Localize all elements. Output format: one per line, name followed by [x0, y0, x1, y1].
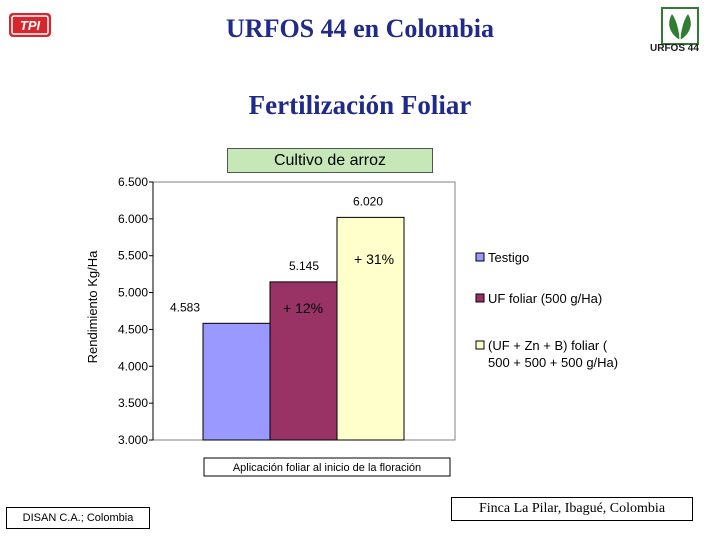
- y-tick-label: 5.000: [118, 286, 148, 300]
- urfos-logo-text: URFOS 44: [650, 43, 699, 54]
- bar-value-label: 4.583: [170, 300, 200, 314]
- legend-entry: UF foliar (500 g/Ha): [488, 291, 602, 306]
- y-tick-label: 5.500: [118, 249, 148, 263]
- y-tick-label: 6.500: [118, 175, 148, 189]
- footer-credit: DISAN C.A.; Colombia: [6, 507, 150, 529]
- urfos-logo: [661, 7, 699, 45]
- y-tick-label: 4.500: [118, 322, 148, 336]
- legend-entry-line: UF foliar (500 g/Ha): [488, 291, 602, 306]
- page-subtitle: Fertilización Foliar: [248, 90, 472, 120]
- y-axis-label: Rendimiento Kg/Ha: [85, 250, 100, 363]
- x-axis-label-box: [203, 457, 451, 477]
- page-title: URFOS 44 en Colombia: [226, 14, 494, 43]
- tpi-logo: TPI: [9, 13, 51, 37]
- y-tick-label: 6.000: [118, 212, 148, 226]
- legend-swatch: [475, 252, 485, 262]
- footer-location: Finca La Pilar, Ibagué, Colombia: [451, 497, 693, 521]
- legend-entry: (UF + Zn + B) foliar ( 500 + 500 + 500 g/…: [488, 338, 618, 370]
- legend-entry-line: (UF + Zn + B) foliar (: [488, 338, 608, 353]
- legend-entry: Testigo: [488, 250, 529, 265]
- annotation-increase-1: + 12%: [283, 300, 323, 316]
- bar-value-label: 5.145: [289, 259, 319, 273]
- bar: [269, 281, 338, 441]
- legend-entry-line: Testigo: [488, 250, 529, 265]
- bar: [202, 322, 271, 441]
- tpi-logo-text: TPI: [20, 18, 41, 33]
- x-axis-label: Aplicación foliar al inicio de la florac…: [233, 462, 421, 474]
- legend-swatch: [475, 293, 485, 303]
- legend-entry-line: 500 + 500 + 500 g/Ha): [488, 355, 618, 370]
- y-tick-label: 3.000: [118, 433, 148, 447]
- annotation-increase-2: + 31%: [354, 251, 394, 267]
- legend-swatch: [475, 340, 485, 350]
- bar-value-label: 6.020: [353, 194, 383, 208]
- y-tick-label: 3.500: [118, 396, 148, 410]
- chart-title: Cultivo de arroz: [227, 148, 433, 173]
- y-tick-label: 4.000: [118, 359, 148, 373]
- bar: [336, 216, 405, 441]
